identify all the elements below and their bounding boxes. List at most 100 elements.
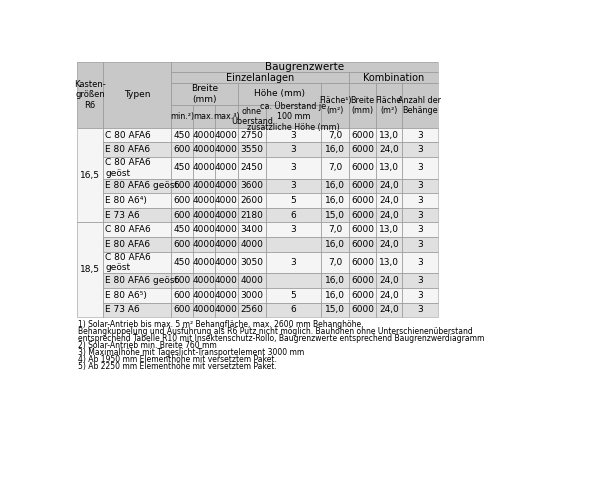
- Bar: [376, 128, 402, 142]
- Bar: [402, 208, 438, 222]
- Text: 3: 3: [417, 145, 423, 154]
- Text: 3: 3: [290, 130, 296, 140]
- Bar: [402, 302, 438, 317]
- Text: 24,0: 24,0: [379, 182, 399, 190]
- Text: Breite
(mm): Breite (mm): [350, 96, 374, 115]
- Bar: [193, 274, 215, 288]
- Bar: [402, 252, 438, 274]
- Text: 15,0: 15,0: [325, 210, 346, 220]
- Text: 4000: 4000: [192, 258, 215, 267]
- Bar: [349, 142, 376, 157]
- Text: 6000: 6000: [351, 290, 374, 300]
- Text: 3: 3: [417, 210, 423, 220]
- Bar: [103, 208, 171, 222]
- Bar: [238, 128, 266, 142]
- Bar: [349, 83, 376, 128]
- Text: 3: 3: [290, 226, 296, 234]
- Text: 3) Maximalhöhe mit Tageslicht-Transportelement 3000 mm: 3) Maximalhöhe mit Tageslicht-Transporte…: [78, 348, 304, 357]
- Text: 600: 600: [173, 145, 191, 154]
- Text: Kasten-
größen
R6: Kasten- größen R6: [74, 80, 106, 110]
- Bar: [402, 178, 438, 193]
- Bar: [215, 252, 238, 274]
- Text: 6000: 6000: [351, 182, 374, 190]
- Bar: [215, 208, 238, 222]
- Text: 4000: 4000: [215, 226, 238, 234]
- Text: E 80 AFA6: E 80 AFA6: [105, 145, 151, 154]
- Text: 4000: 4000: [192, 210, 215, 220]
- Bar: [215, 128, 238, 142]
- Bar: [402, 178, 438, 193]
- Bar: [376, 83, 402, 128]
- Bar: [103, 178, 171, 193]
- Bar: [322, 193, 349, 208]
- Bar: [103, 288, 171, 302]
- Text: 3050: 3050: [240, 258, 263, 267]
- Bar: [103, 128, 171, 142]
- Text: 600: 600: [173, 210, 191, 220]
- Bar: [349, 193, 376, 208]
- Text: entsprechend Tabelle R10 mit Insektenschutz-Rollo, Baugrenzwerte entsprechend Ba: entsprechend Tabelle R10 mit Insektensch…: [78, 334, 484, 343]
- Text: 6000: 6000: [351, 210, 374, 220]
- Bar: [103, 142, 171, 157]
- Text: 1) Solar-Antrieb bis max. 5 m² Behangfläche, max. 2600 mm Behanghöhe.: 1) Solar-Antrieb bis max. 5 m² Behangflä…: [78, 320, 364, 330]
- Bar: [193, 178, 215, 193]
- Bar: [238, 193, 266, 208]
- Bar: [349, 237, 376, 252]
- Bar: [402, 288, 438, 302]
- Bar: [193, 302, 215, 317]
- Text: 5: 5: [290, 196, 296, 205]
- Bar: [193, 208, 215, 222]
- Bar: [266, 288, 322, 302]
- Text: 13,0: 13,0: [379, 164, 399, 172]
- Bar: [103, 157, 171, 178]
- Text: 15,0: 15,0: [325, 306, 346, 314]
- Text: 3: 3: [417, 306, 423, 314]
- Bar: [349, 222, 376, 237]
- Bar: [193, 288, 215, 302]
- Text: E 80 A6⁴): E 80 A6⁴): [105, 196, 147, 205]
- Bar: [376, 222, 402, 237]
- Bar: [238, 274, 266, 288]
- Bar: [402, 237, 438, 252]
- Text: E 73 A6: E 73 A6: [105, 306, 140, 314]
- Bar: [103, 237, 171, 252]
- Text: 600: 600: [173, 240, 191, 249]
- Bar: [376, 83, 402, 128]
- Bar: [349, 274, 376, 288]
- Bar: [402, 237, 438, 252]
- Text: 24,0: 24,0: [379, 276, 399, 285]
- Bar: [376, 274, 402, 288]
- Bar: [193, 274, 215, 288]
- Bar: [322, 128, 349, 142]
- Text: 4000: 4000: [192, 196, 215, 205]
- Bar: [349, 72, 438, 83]
- Text: 16,0: 16,0: [325, 290, 346, 300]
- Text: 7,0: 7,0: [328, 164, 343, 172]
- Bar: [376, 237, 402, 252]
- Bar: [349, 274, 376, 288]
- Bar: [376, 128, 402, 142]
- Text: 4000: 4000: [215, 196, 238, 205]
- Bar: [215, 222, 238, 237]
- Bar: [266, 274, 322, 288]
- Text: 600: 600: [173, 290, 191, 300]
- Text: 6000: 6000: [351, 306, 374, 314]
- Bar: [376, 237, 402, 252]
- Bar: [349, 157, 376, 178]
- Text: 24,0: 24,0: [379, 306, 399, 314]
- Text: 4) Ab 1950 mm Elementhöhe mit versetztem Paket.: 4) Ab 1950 mm Elementhöhe mit versetztem…: [78, 355, 277, 364]
- Text: E 80 AFA6 geöst: E 80 AFA6 geöst: [105, 182, 178, 190]
- Bar: [238, 288, 266, 302]
- Text: 4000: 4000: [215, 290, 238, 300]
- Bar: [349, 252, 376, 274]
- Bar: [171, 62, 438, 72]
- Bar: [238, 302, 266, 317]
- Bar: [77, 222, 103, 317]
- Text: 3: 3: [417, 164, 423, 172]
- Text: Breite
(mm): Breite (mm): [191, 84, 218, 103]
- Text: 5: 5: [290, 290, 296, 300]
- Bar: [349, 128, 376, 142]
- Bar: [103, 222, 171, 237]
- Bar: [402, 274, 438, 288]
- Bar: [171, 252, 193, 274]
